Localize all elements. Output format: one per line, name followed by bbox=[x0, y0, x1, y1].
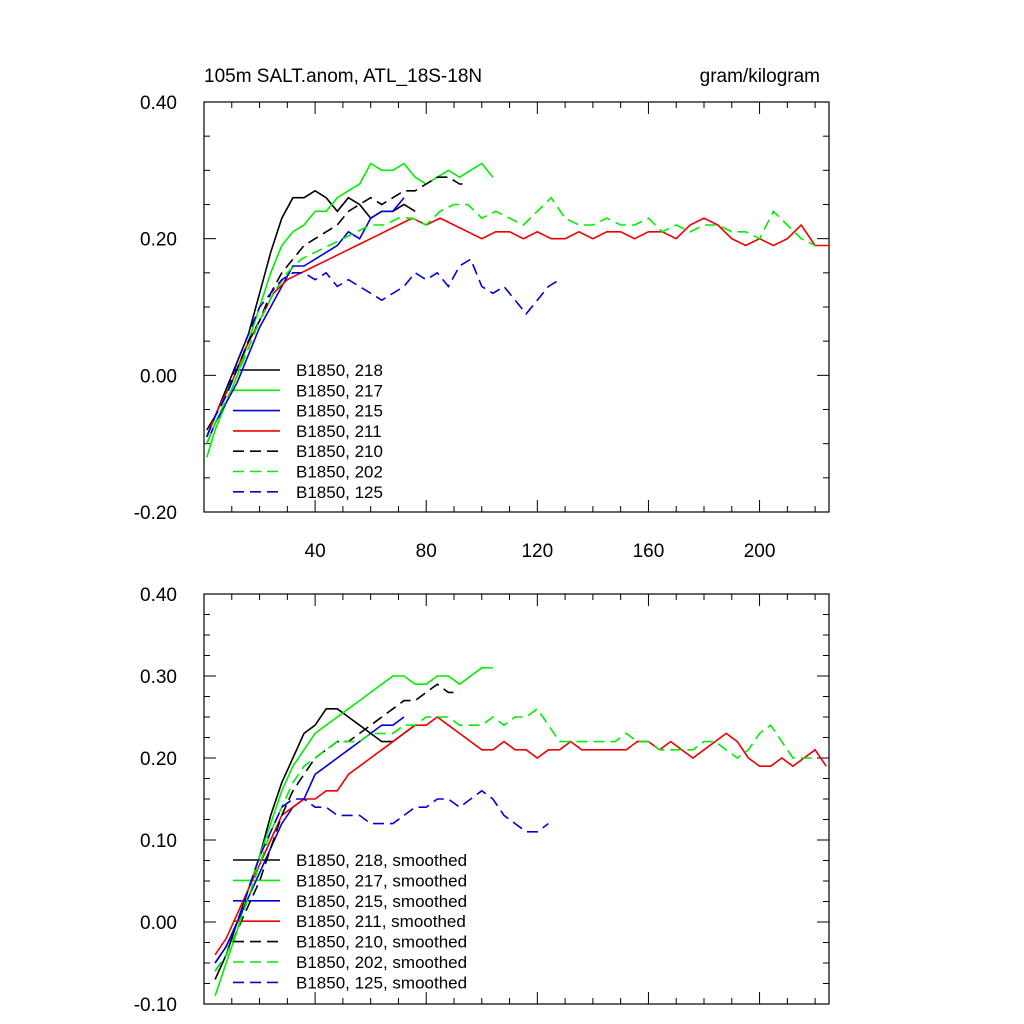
legend-label: B1850, 125, smoothed bbox=[296, 973, 467, 992]
legend-label: B1850, 211 bbox=[296, 422, 382, 441]
legend-label: B1850, 202, smoothed bbox=[296, 953, 467, 972]
y-tick-label: -0.10 bbox=[134, 995, 177, 1016]
series-line-5 bbox=[206, 196, 816, 445]
y-tick-label: 0.00 bbox=[140, 913, 177, 934]
y-tick-label: 0.10 bbox=[140, 831, 177, 852]
x-tick-label: 160 bbox=[633, 541, 665, 562]
y-tick-label: 0.00 bbox=[140, 366, 177, 387]
top-panel: 105m SALT.anom, ATL_18S-18N gram/kilogra… bbox=[134, 66, 830, 562]
bottom-panel: -0.10 0.00 0.10 0.20 0.30 0.40 B1850, 218, smo… bbox=[134, 585, 830, 1016]
y-tick-label: 0.20 bbox=[140, 230, 177, 251]
legend-label: B1850, 211, smoothed bbox=[296, 912, 466, 931]
x-tick-label: 120 bbox=[521, 541, 553, 562]
legend-label: B1850, 215 bbox=[296, 402, 383, 421]
legend-label: B1850, 218, smoothed bbox=[296, 851, 467, 870]
series-line-6 bbox=[214, 789, 549, 964]
series-line-3 bbox=[214, 716, 827, 956]
y-tick-label: -0.20 bbox=[134, 503, 177, 524]
top-panel-units: gram/kilogram bbox=[700, 66, 820, 87]
y-tick-label: 0.30 bbox=[140, 667, 177, 688]
series-line-3 bbox=[206, 217, 829, 438]
legend-label: B1850, 202 bbox=[296, 463, 383, 482]
legend-label: B1850, 218 bbox=[296, 361, 383, 380]
legend-label: B1850, 210, smoothed bbox=[296, 933, 467, 952]
series-line-6 bbox=[206, 258, 561, 438]
legend-label: B1850, 125 bbox=[296, 483, 383, 502]
x-tick-label: 80 bbox=[416, 541, 437, 562]
x-tick-label: 40 bbox=[305, 541, 326, 562]
legend-label: B1850, 217, smoothed bbox=[296, 871, 467, 890]
y-tick-label: 0.40 bbox=[140, 585, 177, 606]
x-tick-label: 200 bbox=[744, 541, 776, 562]
legend-label: B1850, 217 bbox=[296, 381, 383, 400]
series-line-1 bbox=[206, 162, 494, 458]
series-line-4 bbox=[206, 176, 468, 438]
legend-label: B1850, 210 bbox=[296, 442, 383, 461]
series-line-2 bbox=[206, 197, 405, 445]
top-panel-title: 105m SALT.anom, ATL_18S-18N bbox=[204, 66, 482, 87]
y-tick-label: 0.40 bbox=[140, 93, 177, 114]
y-tick-label: 0.20 bbox=[140, 749, 177, 770]
legend-label: B1850, 215, smoothed bbox=[296, 892, 467, 911]
series-line-5 bbox=[214, 707, 816, 972]
